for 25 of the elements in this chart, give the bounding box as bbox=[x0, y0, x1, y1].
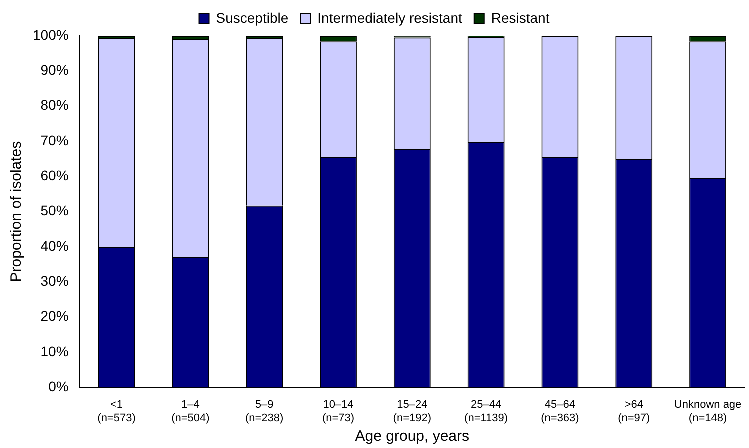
y-tick-label: 80% bbox=[40, 97, 69, 114]
legend-label: Intermediately resistant bbox=[318, 10, 462, 26]
y-axis-title: Proportion of isolates bbox=[8, 141, 26, 282]
y-tick-label: 30% bbox=[40, 272, 69, 289]
y-tick-label: 70% bbox=[40, 132, 69, 148]
x-tick-label: 1–4 (n=504) bbox=[172, 399, 210, 424]
x-tick-label: 10–14 (n=73) bbox=[322, 399, 355, 424]
y-tick-label: 20% bbox=[40, 308, 69, 324]
y-tick-label: 90% bbox=[40, 62, 69, 78]
y-tick-label: 100% bbox=[32, 26, 69, 43]
x-tick-label: 25–44 (n=1139) bbox=[464, 399, 508, 424]
x-axis-title: Age group, years bbox=[355, 428, 470, 446]
y-tick-label: 60% bbox=[40, 168, 69, 184]
x-tick-label: 5–9 (n=238) bbox=[245, 399, 284, 424]
y-tick-label: 10% bbox=[40, 343, 69, 360]
x-tick-label: 45–64 (n=363) bbox=[541, 399, 580, 424]
legend-label: Resistant bbox=[491, 10, 550, 26]
y-tick-label: 0% bbox=[48, 378, 69, 394]
x-tick-label: >64 (n=97) bbox=[618, 399, 650, 424]
x-tick-label: <1 (n=573) bbox=[98, 399, 136, 424]
x-tick-label: Unknown age (n=148) bbox=[674, 399, 742, 424]
y-tick-label: 40% bbox=[40, 238, 69, 254]
y-tick-label: 50% bbox=[40, 202, 69, 219]
legend-label: Susceptible bbox=[216, 10, 289, 26]
x-tick-label: 15–24 (n=192) bbox=[393, 399, 432, 424]
